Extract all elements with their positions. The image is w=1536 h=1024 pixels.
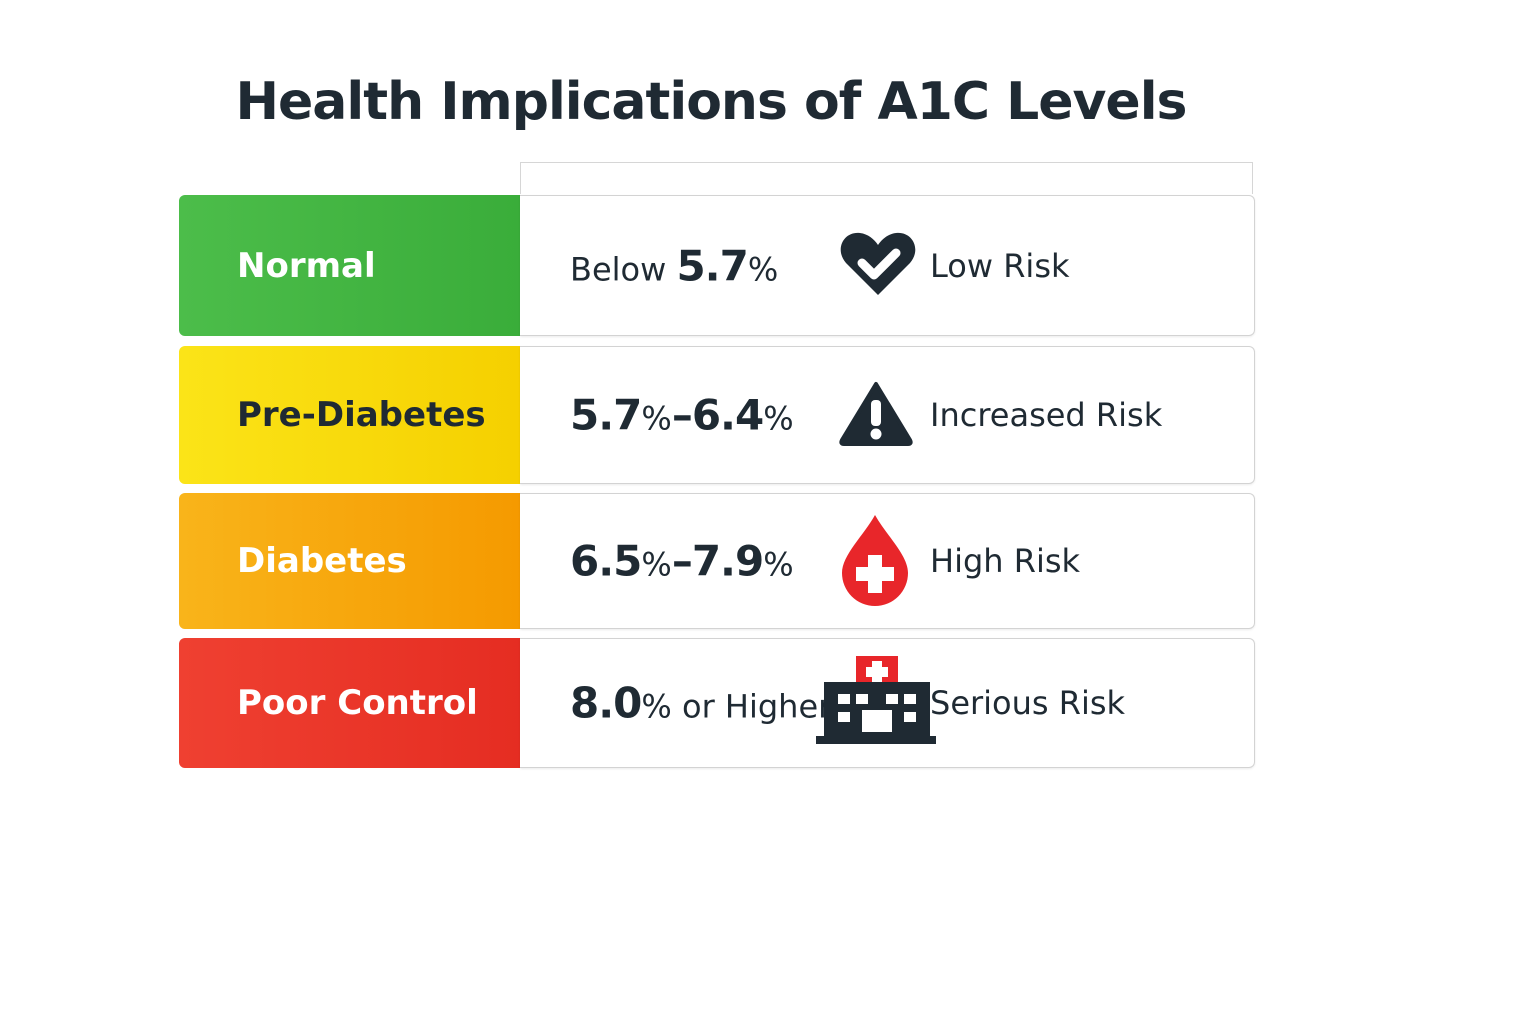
category-label: Poor Control [179,638,520,768]
table-row: Poor Control 8.0% or Higher Serious Risk [179,638,1255,768]
table-row: Diabetes 6.5%–7.9% High Risk [179,493,1255,629]
risk-label: Increased Risk [930,396,1163,434]
range-text: Below 5.7% [570,241,779,290]
range-text: 8.0% or Higher [570,678,832,728]
range-text: 5.7%–6.4% [570,390,794,440]
range-text: 6.5%–7.9% [570,536,794,586]
range-cell: Below 5.7% Low Risk [520,195,1255,336]
category-label: Normal [179,195,520,336]
range-cell: 6.5%–7.9% High Risk [520,493,1255,629]
table-row: Normal Below 5.7% Low Risk [179,195,1255,336]
header-strip [520,162,1253,194]
risk-label: Low Risk [930,246,1070,285]
table-row: Pre-Diabetes 5.7%–6.4% Increased Risk [179,346,1255,484]
title: Health Implications of A1C Levels [235,72,1188,132]
risk-icon [816,656,936,750]
category-label: Diabetes [179,493,520,629]
risk-icon [838,511,912,611]
range-cell: 5.7%–6.4% Increased Risk [520,346,1255,484]
category-label: Pre-Diabetes [179,346,520,484]
risk-label: Serious Risk [930,684,1126,722]
range-cell: 8.0% or Higher Serious Risk [520,638,1255,768]
risk-label: High Risk [930,542,1081,580]
risk-icon [838,229,918,303]
risk-icon [838,380,914,450]
